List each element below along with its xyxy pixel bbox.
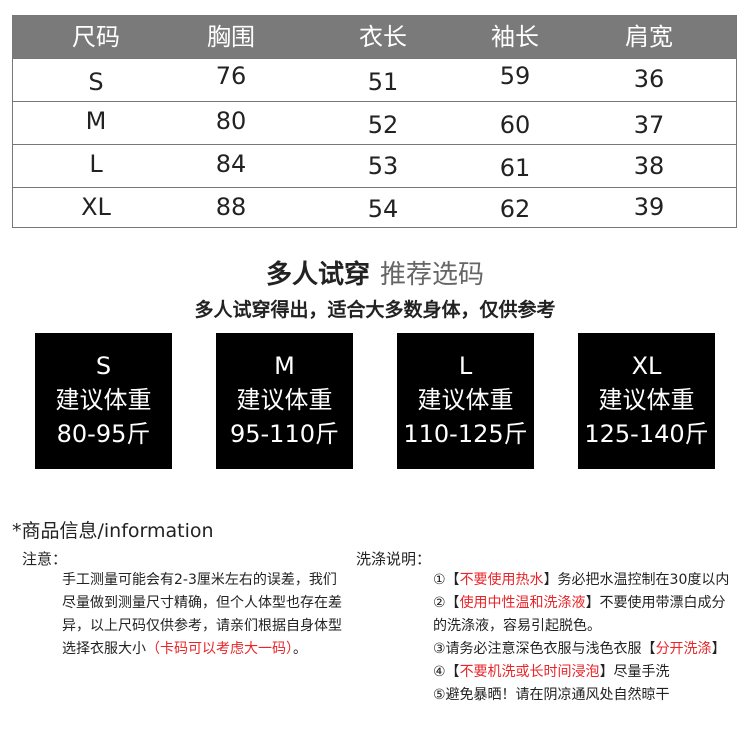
table-cell: XL [81, 193, 111, 221]
recommend-title: 多人试穿 推荐选码 [0, 254, 750, 291]
wash-highlight: 使用中性温和洗涤液 [459, 595, 586, 611]
table-cell: S [88, 68, 104, 96]
wash-line: ③请务必注意深色衣服与浅色衣服【分开洗涤】 [433, 638, 729, 661]
size-box-m: M 建议体重 95-110斤 [216, 333, 353, 469]
box-size: L [458, 352, 473, 380]
notice-line: 手工测量可能会有2-3厘米左右的误差，我们 [62, 572, 337, 588]
wash-highlight: 不要使用热水 [459, 572, 544, 588]
box-size: M [274, 352, 295, 380]
notice-text-part: 选择衣服大小 [62, 641, 146, 657]
table-cell: 59 [499, 62, 531, 90]
box-size: XL [631, 352, 662, 380]
box-label: 建议体重 [236, 386, 333, 414]
box-label: 建议体重 [55, 386, 152, 414]
header-cell: 肩宽 [625, 23, 673, 51]
wash-text: ③请务必注意深色衣服与浅色衣服【 [433, 641, 656, 657]
table-cell: 80 [215, 107, 247, 135]
table-row: M 80 52 60 37 [13, 101, 736, 144]
table-cell: L [89, 150, 103, 178]
table-cell: 60 [499, 111, 531, 139]
info-heading: *商品信息/information [12, 520, 214, 542]
table-cell: 38 [633, 152, 665, 180]
notice-title: 注意： [22, 550, 68, 568]
table-row: L 84 53 61 38 [13, 144, 736, 187]
notice-highlight: （卡码可以考虑大一码） [146, 641, 293, 657]
table-cell: 88 [215, 193, 247, 221]
table-cell: 62 [499, 195, 531, 223]
header-cell: 尺码 [72, 23, 120, 51]
box-range: 95-110斤 [229, 420, 339, 448]
table-cell: 36 [633, 65, 665, 93]
wash-text: ⑤避免暴晒！请在阴凉通风处自然晾干 [433, 687, 670, 703]
table-header: 尺码 胸围 衣长 袖长 肩宽 [13, 16, 736, 58]
table-cell: 84 [215, 150, 247, 178]
size-box-xl: XL 建议体重 125-140斤 [578, 333, 715, 469]
table-row: S 76 51 59 36 [13, 58, 736, 101]
table-cell: 52 [367, 111, 399, 139]
table-cell: 51 [367, 68, 399, 96]
table-cell: 76 [215, 62, 247, 90]
wash-text: ④【 [433, 664, 460, 680]
wash-text: 】务必把水温控制在30度以内 [543, 572, 730, 588]
wash-line: 的洗涤液，容易引起脱色。 [433, 615, 729, 638]
title-main: 多人试穿 [265, 260, 370, 290]
box-size: S [95, 352, 112, 380]
recommend-subtitle: 多人试穿得出，适合大多数身体，仅供参考 [194, 299, 556, 321]
size-table: 尺码 胸围 衣长 袖长 肩宽 S 76 51 59 36 M 80 52 60 … [12, 15, 737, 228]
size-box-l: L 建议体重 110-125斤 [397, 333, 534, 469]
wash-instructions: ①【不要使用热水】务必把水温控制在30度以内 ②【使用中性温和洗涤液】不要使用带… [433, 569, 729, 707]
table-row: XL 88 54 62 39 [13, 187, 736, 228]
header-cell: 袖长 [491, 23, 539, 51]
box-label: 建议体重 [598, 386, 695, 414]
box-range: 125-140斤 [584, 420, 709, 448]
notice-text-part: 。 [293, 641, 307, 657]
table-cell: M [85, 107, 107, 135]
table-cell: 37 [633, 111, 665, 139]
box-range: 80-95斤 [56, 420, 151, 448]
notice-line: 选择衣服大小（卡码可以考虑大一码）。 [62, 638, 342, 661]
wash-text: ①【 [433, 572, 460, 588]
header-cell: 胸围 [207, 23, 255, 51]
wash-title: 洗涤说明： [356, 550, 432, 568]
notice-line: 尽量做到测量尺寸精确，但个人体型也存在差 [62, 595, 342, 611]
table-cell: 61 [499, 154, 531, 182]
wash-text: ②【 [433, 595, 460, 611]
table-cell: 39 [633, 193, 665, 221]
size-box-s: S 建议体重 80-95斤 [35, 333, 172, 469]
table-cell: 54 [367, 195, 399, 223]
wash-text: 】 [711, 641, 726, 657]
notice-text: 手工测量可能会有2-3厘米左右的误差，我们 尽量做到测量尺寸精确，但个人体型也存… [62, 569, 342, 661]
wash-text: 】尽量手洗 [599, 664, 670, 680]
table-cell: 53 [367, 152, 399, 180]
wash-line: ⑤避免暴晒！请在阴凉通风处自然晾干 [433, 684, 729, 707]
box-range: 110-125斤 [403, 420, 528, 448]
wash-text: 的洗涤液，容易引起脱色。 [433, 618, 601, 634]
title-sub: 推荐选码 [380, 260, 485, 290]
box-label: 建议体重 [417, 386, 514, 414]
wash-highlight: 不要机洗或长时间浸泡 [459, 664, 600, 680]
notice-line: 异，以上尺码仅供参考，请亲们根据自身体型 [62, 618, 342, 634]
wash-text: 】不要使用带漂白成分 [585, 595, 726, 611]
wash-highlight: 分开洗涤 [655, 641, 712, 657]
wash-line: ①【不要使用热水】务必把水温控制在30度以内 [433, 569, 729, 592]
wash-line: ④【不要机洗或长时间浸泡】尽量手洗 [433, 661, 729, 684]
header-cell: 衣长 [359, 23, 407, 51]
wash-line: ②【使用中性温和洗涤液】不要使用带漂白成分 [433, 592, 729, 615]
